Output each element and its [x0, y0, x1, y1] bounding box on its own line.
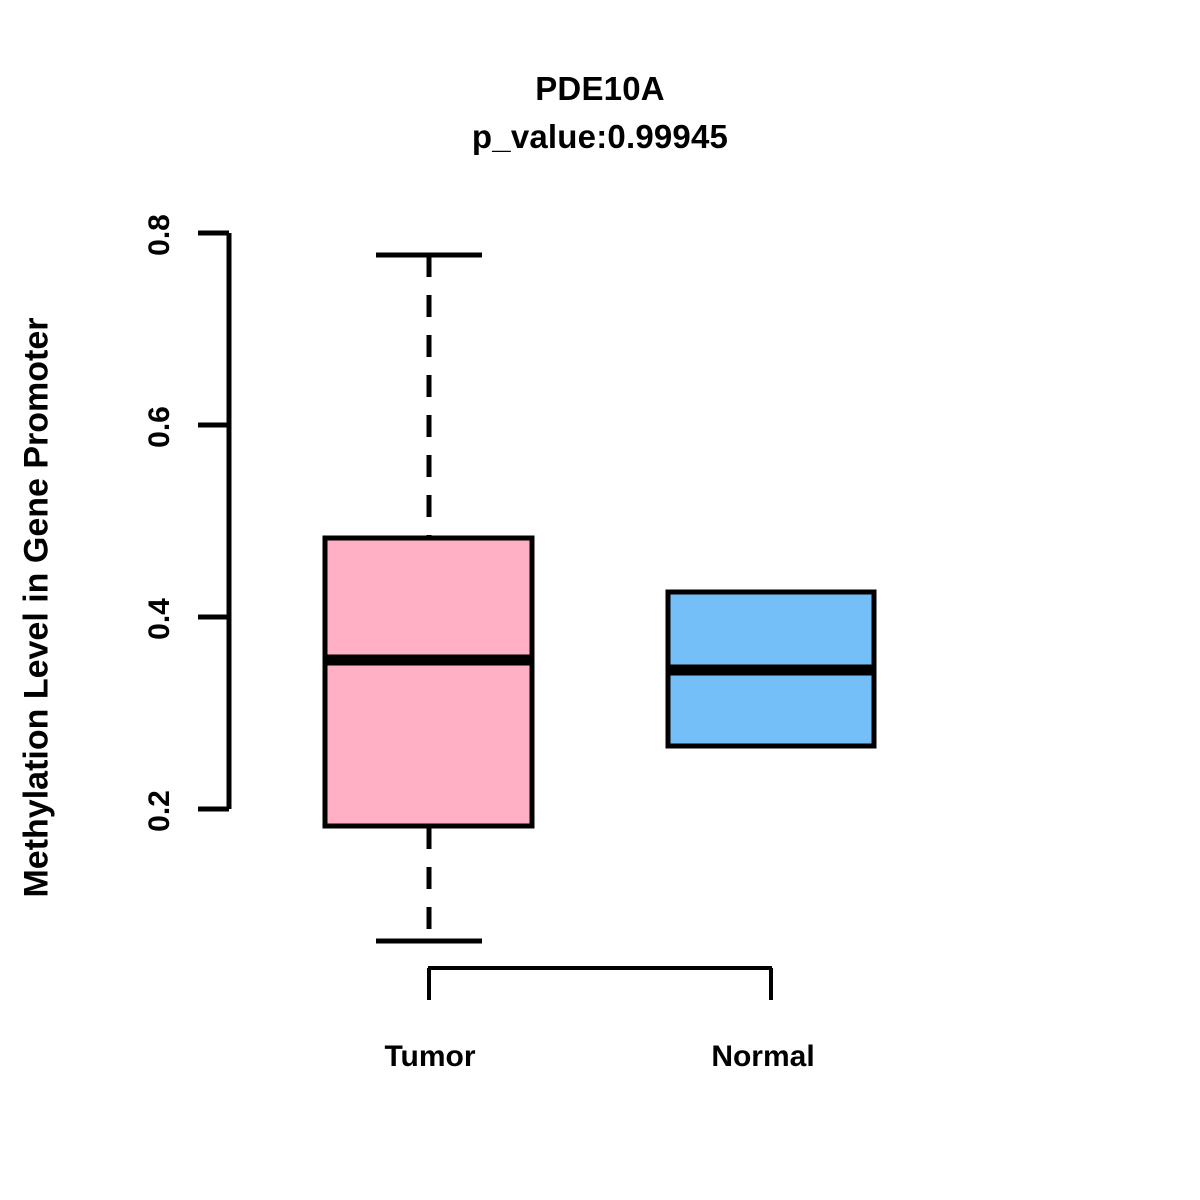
x-tick-label-normal: Normal	[711, 1040, 815, 1073]
x-tick-label-tumor: Tumor	[384, 1040, 476, 1073]
box-group-tumor[interactable]	[322, 252, 535, 944]
box-group-normal[interactable]	[665, 589, 877, 749]
plot-subtitle: p_value:0.99945	[471, 118, 729, 155]
page-title: PDE10A	[535, 70, 665, 107]
box-rect-tumor[interactable]	[322, 535, 535, 829]
